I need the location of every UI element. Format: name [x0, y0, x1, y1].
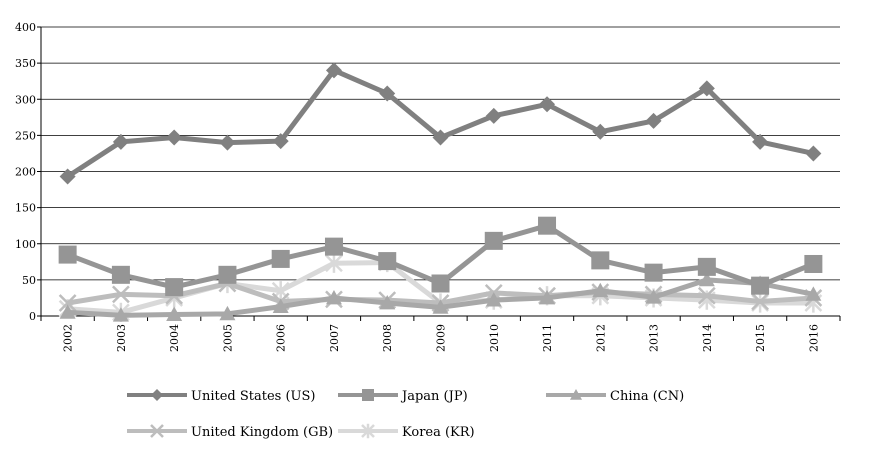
y-tick-labels: 0 50 100 150 200 250 300 350 400 — [15, 21, 36, 323]
data-point — [698, 80, 715, 97]
data-point — [218, 265, 237, 284]
data-point — [484, 231, 503, 250]
legend-marker — [362, 389, 374, 401]
data-point — [379, 294, 396, 310]
data-point — [805, 286, 822, 301]
data-point — [592, 282, 609, 298]
legend-entry: China (CN) — [546, 389, 684, 404]
data-point — [59, 304, 76, 319]
x-tick-label: 2012 — [594, 324, 607, 352]
data-point — [325, 62, 342, 79]
data-point — [645, 112, 662, 129]
y-tick-label: 100 — [15, 238, 36, 251]
data-point — [751, 276, 770, 295]
data-point — [166, 129, 183, 146]
data-point — [378, 252, 397, 271]
data-point — [432, 299, 449, 314]
legend-label: United States (US) — [191, 389, 315, 404]
y-tick-label: 250 — [15, 129, 36, 142]
data-point — [697, 257, 716, 276]
legend-marker — [150, 424, 164, 438]
legend-marker — [151, 389, 163, 401]
data-point — [698, 271, 715, 287]
x-tick-label: 2005 — [221, 324, 234, 352]
data-point — [272, 298, 289, 314]
y-tick-label: 150 — [15, 202, 36, 215]
legend-entry: Korea (KR) — [338, 423, 475, 440]
x-tick-label: 2016 — [807, 324, 820, 352]
data-point — [644, 263, 663, 282]
legend-label: Japan (JP) — [400, 389, 468, 404]
data-point — [539, 96, 556, 113]
data-point — [804, 254, 823, 273]
x-tick-label: 2015 — [754, 324, 767, 352]
x-tick-label: 2002 — [62, 324, 75, 352]
data-point — [432, 129, 449, 146]
x-tick-label: 2013 — [648, 324, 661, 352]
x-tick-label: 2006 — [275, 324, 288, 352]
data-point — [645, 289, 662, 304]
data-point — [324, 237, 343, 256]
data-point — [539, 289, 556, 305]
legend-entry: Japan (JP) — [338, 389, 468, 404]
gridlines — [41, 26, 840, 281]
x-tick-label: 2003 — [115, 324, 128, 352]
data-point — [379, 85, 396, 102]
y-tick-label: 50 — [22, 274, 36, 287]
x-tick-label: 2007 — [328, 324, 341, 352]
data-point — [591, 251, 610, 270]
legend-marker — [570, 389, 582, 400]
x-tick-label: 2008 — [381, 324, 394, 352]
data-point — [485, 107, 502, 124]
legend-label: Korea (KR) — [402, 425, 475, 440]
data-point — [271, 249, 290, 268]
x-tick-label: 2004 — [168, 324, 181, 352]
data-point — [431, 274, 450, 293]
y-tick-label: 300 — [15, 93, 36, 106]
data-point — [58, 294, 77, 312]
data-point — [325, 253, 343, 273]
data-point — [166, 306, 183, 321]
x-tick-label: 2011 — [541, 324, 554, 352]
data-point — [272, 133, 289, 150]
legend-label: China (CN) — [610, 389, 684, 404]
y-tick-label: 200 — [15, 166, 36, 179]
y-tick-label: 350 — [15, 57, 36, 70]
data-point — [592, 123, 609, 140]
data-point — [112, 285, 130, 304]
data-point — [485, 292, 502, 307]
x-tick-label: 2010 — [488, 324, 501, 352]
data-point — [697, 286, 716, 305]
legend-marker — [361, 423, 375, 439]
legend-entry: United States (US) — [127, 389, 315, 404]
data-point — [219, 134, 236, 151]
legend: United States (US) Japan (JP) China (CN) Un… — [127, 389, 684, 440]
data-point — [165, 278, 184, 297]
legend-label: United Kingdom (GB) — [191, 425, 333, 440]
x-tick-label: 2009 — [435, 324, 448, 352]
data-point — [112, 133, 129, 150]
data-point — [752, 133, 769, 150]
x-tick-labels: 2002 2003 2004 2005 2006 2007 2008 2009 2010 2011… — [62, 324, 821, 352]
data-point — [805, 145, 822, 162]
y-tick-label: 0 — [29, 310, 36, 323]
data-point — [112, 307, 129, 322]
data-point — [58, 245, 77, 264]
data-point — [751, 292, 769, 311]
series-1 — [58, 216, 823, 297]
legend-entry: United Kingdom (GB) — [127, 424, 333, 440]
data-point — [219, 305, 236, 321]
data-point — [59, 168, 76, 185]
data-point — [111, 265, 130, 284]
y-tick-label: 400 — [15, 21, 36, 34]
data-point — [538, 216, 557, 235]
series-0 — [59, 62, 822, 185]
series-group — [58, 62, 823, 322]
x-tick-label: 2014 — [701, 324, 714, 352]
data-point — [325, 289, 342, 305]
